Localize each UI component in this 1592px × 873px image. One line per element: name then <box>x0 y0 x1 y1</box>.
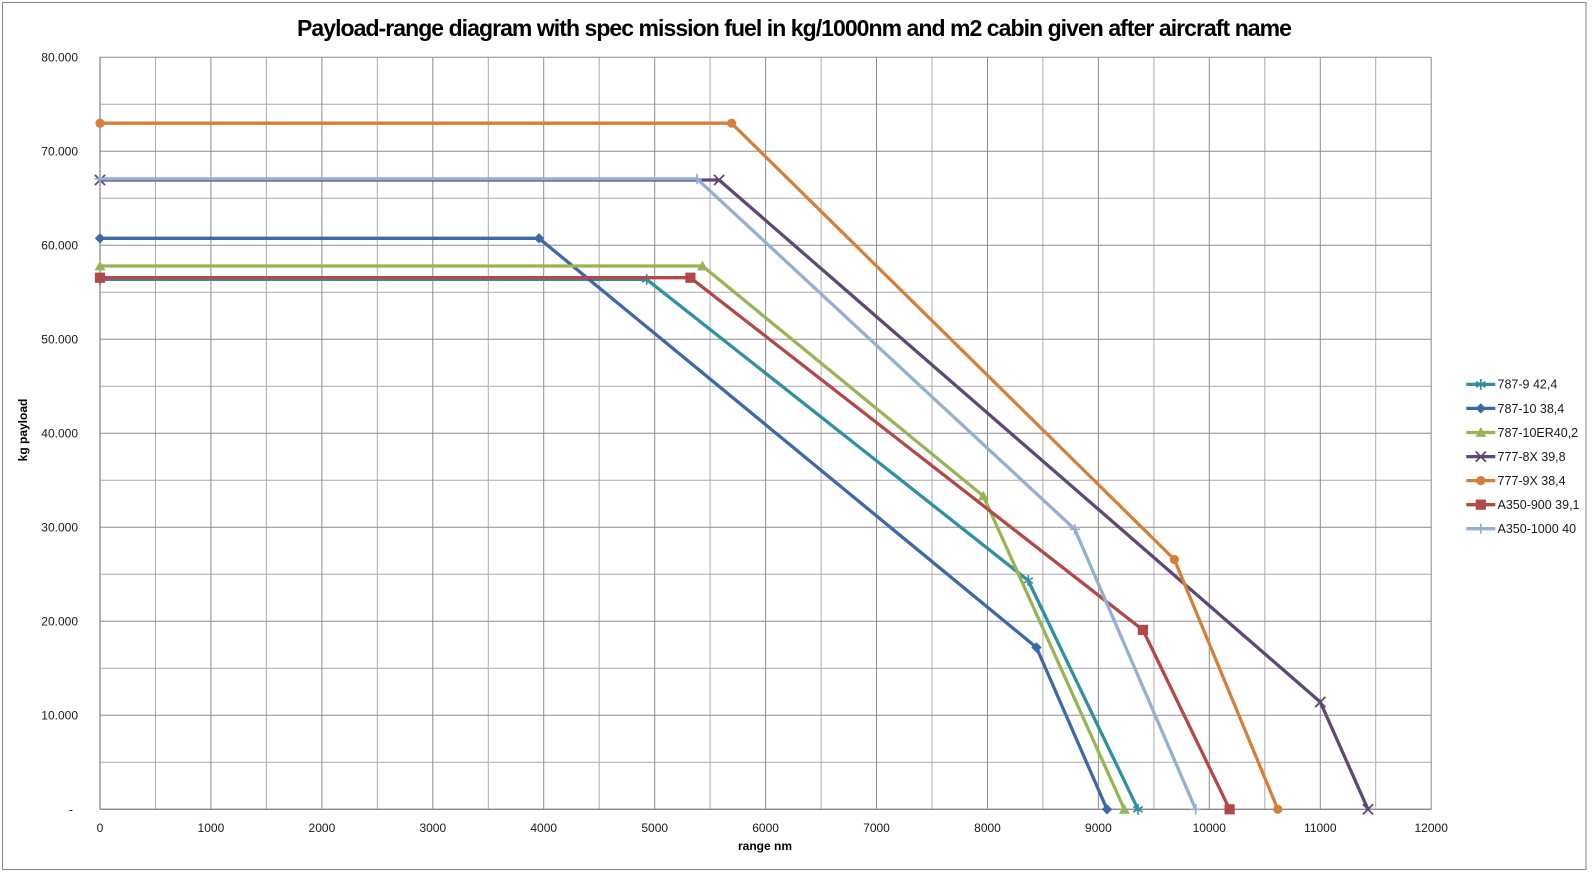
svg-text:70.000: 70.000 <box>41 145 78 159</box>
svg-text:10000: 10000 <box>1193 821 1227 835</box>
svg-text:6000: 6000 <box>752 821 779 835</box>
svg-text:30.000: 30.000 <box>41 521 78 535</box>
svg-text:777-8X 39,8: 777-8X 39,8 <box>1498 450 1566 464</box>
svg-text:20.000: 20.000 <box>41 615 78 629</box>
svg-text:40.000: 40.000 <box>41 427 78 441</box>
svg-text:kg payload: kg payload <box>16 399 30 462</box>
svg-text:60.000: 60.000 <box>41 239 78 253</box>
svg-text:2000: 2000 <box>309 821 336 835</box>
svg-text:9000: 9000 <box>1085 821 1112 835</box>
svg-text:A350-1000 40: A350-1000 40 <box>1498 522 1577 536</box>
svg-text:50.000: 50.000 <box>41 333 78 347</box>
svg-text:-: - <box>69 803 73 817</box>
svg-text:787-10ER40,2: 787-10ER40,2 <box>1498 426 1579 440</box>
svg-text:787-9 42,4: 787-9 42,4 <box>1498 378 1558 392</box>
svg-text:7000: 7000 <box>863 821 890 835</box>
svg-text:11000: 11000 <box>1304 821 1337 835</box>
svg-text:777-9X 38,4: 777-9X 38,4 <box>1498 474 1566 488</box>
svg-text:80.000: 80.000 <box>41 51 78 65</box>
svg-text:4000: 4000 <box>530 821 557 835</box>
svg-text:8000: 8000 <box>974 821 1001 835</box>
svg-text:Payload-range diagram with spe: Payload-range diagram with spec mission … <box>297 15 1291 41</box>
svg-text:5000: 5000 <box>641 821 668 835</box>
svg-text:1000: 1000 <box>198 821 225 835</box>
svg-text:A350-900 39,1: A350-900 39,1 <box>1498 498 1580 512</box>
svg-text:3000: 3000 <box>419 821 446 835</box>
svg-text:10.000: 10.000 <box>41 709 78 723</box>
svg-text:0: 0 <box>97 821 104 835</box>
svg-text:range nm: range nm <box>738 839 792 853</box>
svg-text:787-10 38,4: 787-10 38,4 <box>1498 402 1565 416</box>
svg-text:12000: 12000 <box>1415 821 1449 835</box>
